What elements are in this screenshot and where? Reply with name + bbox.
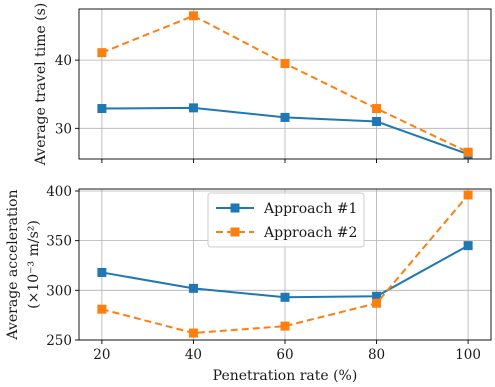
- acceleration-y-axis-label-line1: Average acceleration: [5, 189, 21, 340]
- acceleration-x-tick-label-100: 100: [455, 347, 481, 363]
- legend-label-approach-2: Approach #2: [263, 225, 357, 241]
- acceleration-x-tick-label-60: 60: [276, 347, 293, 363]
- acceleration-x-tick-label-80: 80: [368, 347, 385, 363]
- legend-label-approach-1: Approach #1: [263, 201, 357, 217]
- acceleration-y-tick-label-300: 300: [46, 283, 72, 299]
- acceleration-y-tick-label-400: 400: [46, 184, 72, 200]
- travel-time-approach-2-point-40: [189, 11, 198, 20]
- acceleration-x-tick-label-20: 20: [93, 347, 110, 363]
- travel-time-approach-2-point-60: [281, 59, 290, 68]
- acceleration-approach-1-point-20: [97, 268, 106, 277]
- acceleration-approach-2-point-80: [372, 299, 381, 308]
- travel-time-panel: 30 40 Average travel time (s): [33, 3, 491, 166]
- acceleration-approach-2-point-60: [281, 322, 290, 331]
- legend-marker-approach-2: [231, 228, 240, 237]
- acceleration-y-tick-label-250: 250: [46, 333, 72, 349]
- acceleration-y-tick-label-350: 350: [46, 234, 72, 250]
- acceleration-panel: 20 40 60 80 100 250 300 350 400 Average accelera…: [5, 184, 491, 384]
- travel-time-approach-1-point-20: [97, 104, 106, 113]
- legend-marker-approach-1: [231, 204, 240, 213]
- acceleration-approach-2-point-20: [97, 305, 106, 314]
- acceleration-approach-2-point-40: [189, 329, 198, 338]
- travel-time-y-tick-label-40: 40: [55, 53, 72, 69]
- travel-time-approach-2-point-20: [97, 48, 106, 57]
- acceleration-x-axis-label: Penetration rate (%): [213, 368, 358, 384]
- travel-time-approach-1-point-80: [372, 117, 381, 126]
- legend: Approach #1 Approach #2: [208, 193, 364, 247]
- travel-time-y-axis-label: Average travel time (s): [33, 3, 49, 166]
- travel-time-approach-1-point-40: [189, 103, 198, 112]
- travel-time-approach-1-point-60: [281, 113, 290, 122]
- travel-time-y-tick-label-30: 30: [55, 121, 72, 137]
- acceleration-approach-1-point-100: [464, 241, 473, 250]
- acceleration-approach-1-point-60: [281, 293, 290, 302]
- travel-time-approach-2-point-100: [464, 148, 473, 157]
- acceleration-approach-2-point-100: [464, 190, 473, 199]
- acceleration-approach-1-point-40: [189, 284, 198, 293]
- travel-time-approach-2-point-80: [372, 104, 381, 113]
- acceleration-x-tick-label-40: 40: [185, 347, 202, 363]
- acceleration-y-axis-label-line2: (×10⁻³ m/s²): [26, 220, 42, 309]
- travel-time-grid: [79, 9, 491, 159]
